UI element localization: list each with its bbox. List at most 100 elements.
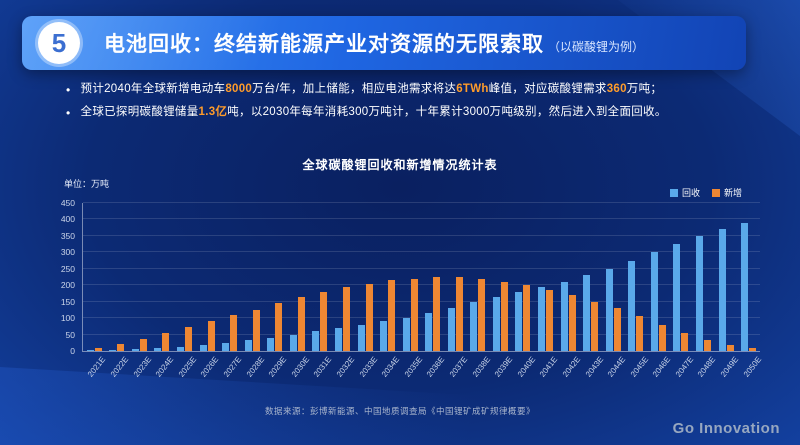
bar-group <box>467 203 490 351</box>
bar-新增 <box>117 344 125 351</box>
bar-新增 <box>139 338 147 351</box>
bar-group <box>309 203 332 351</box>
bar-回收 <box>560 281 568 351</box>
bar-回收 <box>628 260 636 351</box>
bar-group <box>579 203 602 351</box>
bar-group <box>354 203 377 351</box>
bar-新增 <box>523 285 531 351</box>
bar-新增 <box>162 332 170 351</box>
bar-回收 <box>447 308 455 351</box>
x-tick-label: 2043E <box>583 355 605 379</box>
bar-回收 <box>425 313 433 351</box>
bar-group <box>264 203 287 351</box>
unit-label: 单位：万吨 <box>64 179 110 189</box>
bar-新增 <box>500 281 508 351</box>
bar-group <box>444 203 467 351</box>
bar-group <box>692 203 715 351</box>
legend-item: 回收 <box>669 186 700 199</box>
bar-groups <box>83 203 760 351</box>
x-tick-label: 2034E <box>380 355 402 379</box>
bar-回收 <box>109 350 117 351</box>
bar-新增 <box>658 324 666 351</box>
bar-回收 <box>741 222 749 351</box>
y-tick-label: 400 <box>60 214 75 225</box>
bar-新增 <box>388 280 396 351</box>
bar-新增 <box>410 278 418 351</box>
x-tick-label: 2023E <box>131 355 153 379</box>
plot-area <box>82 202 760 352</box>
bar-回收 <box>718 229 726 351</box>
bullet-list: • 预计2040年全球新增电动车8000万台/年，加上储能，相应电池需求将达6TW… <box>66 83 760 130</box>
bar-group <box>241 203 264 351</box>
bullet-dot: • <box>66 83 71 97</box>
bullet-text: 全球已探明碳酸锂储量1.3亿吨，以2030年每年消耗300万吨计，十年累计300… <box>80 106 667 118</box>
bar-group <box>128 203 151 351</box>
bar-group <box>715 203 738 351</box>
x-tick-label: 2029E <box>267 355 289 379</box>
bar-新增 <box>230 315 238 351</box>
bar-回收 <box>131 349 139 351</box>
gridline <box>83 234 760 236</box>
bar-回收 <box>538 286 546 351</box>
x-tick-label: 2046E <box>651 355 673 379</box>
legend: 回收 新增 <box>669 186 742 199</box>
bar-group <box>218 203 241 351</box>
slide-title: 电池回收：终结新能源产业对资源的无限索取 <box>104 33 544 56</box>
gridline <box>83 218 760 220</box>
x-tick-label: 2021E <box>86 355 108 379</box>
x-tick-label: 2028E <box>244 355 266 379</box>
bar-回收 <box>267 337 275 351</box>
bar-group <box>737 203 760 351</box>
bar-回收 <box>154 348 162 351</box>
x-tick-label: 2042E <box>560 355 583 379</box>
y-tick-label: 50 <box>65 329 75 340</box>
bar-回收 <box>515 291 523 351</box>
bar-新增 <box>433 277 441 351</box>
bar-回收 <box>177 347 185 351</box>
bar-group <box>489 203 512 351</box>
bar-回收 <box>650 252 658 351</box>
bar-新增 <box>320 291 328 351</box>
x-tick-label: 2031E <box>312 355 334 379</box>
brand-logo: Go Innovation <box>672 420 780 437</box>
bar-group <box>286 203 309 351</box>
bar-新增 <box>207 321 215 351</box>
bar-回收 <box>605 268 613 351</box>
bar-新增 <box>726 345 734 351</box>
gridline <box>83 284 760 286</box>
y-tick-label: 200 <box>60 280 75 291</box>
x-tick-label: 2049E <box>718 355 741 379</box>
bar-group <box>196 203 219 351</box>
gridline <box>83 251 760 253</box>
bullet-item: • 预计2040年全球新增电动车8000万台/年，加上储能，相应电池需求将达6TW… <box>66 83 760 97</box>
bar-新增 <box>478 278 486 351</box>
bar-新增 <box>636 316 644 351</box>
bar-新增 <box>252 309 260 351</box>
bar-回收 <box>86 350 94 351</box>
bar-回收 <box>244 340 252 351</box>
x-tick-label: 2024E <box>154 355 176 379</box>
bar-回收 <box>289 334 297 351</box>
gridline <box>83 300 760 302</box>
slide-number: 5 <box>51 27 67 58</box>
bar-回收 <box>492 296 500 351</box>
bar-回收 <box>334 327 342 351</box>
x-tick-label: 2026E <box>199 355 221 379</box>
bar-新增 <box>591 301 599 351</box>
y-tick-label: 100 <box>60 313 75 324</box>
x-tick-label: 2037E <box>447 355 470 379</box>
x-tick-label: 2047E <box>673 355 696 379</box>
x-tick-label: 2036E <box>425 355 447 379</box>
bar-group <box>376 203 399 351</box>
bar-新增 <box>275 303 283 351</box>
gridline <box>83 333 760 335</box>
x-tick-label: 2045E <box>628 355 650 379</box>
x-tick-label: 2032E <box>334 355 357 379</box>
slide-title-wrap: 电池回收：终结新能源产业对资源的无限索取 （以碳酸锂为例） <box>104 28 644 58</box>
x-axis-labels: 2021E 2022E 2023E 2024E 2025E 2026E 2027E 2028E… <box>82 352 763 390</box>
gridline <box>83 202 760 203</box>
x-tick-label: 2038E <box>470 355 492 379</box>
gridline <box>83 317 760 319</box>
bar-group <box>534 203 557 351</box>
bullet-dot: • <box>66 106 71 120</box>
